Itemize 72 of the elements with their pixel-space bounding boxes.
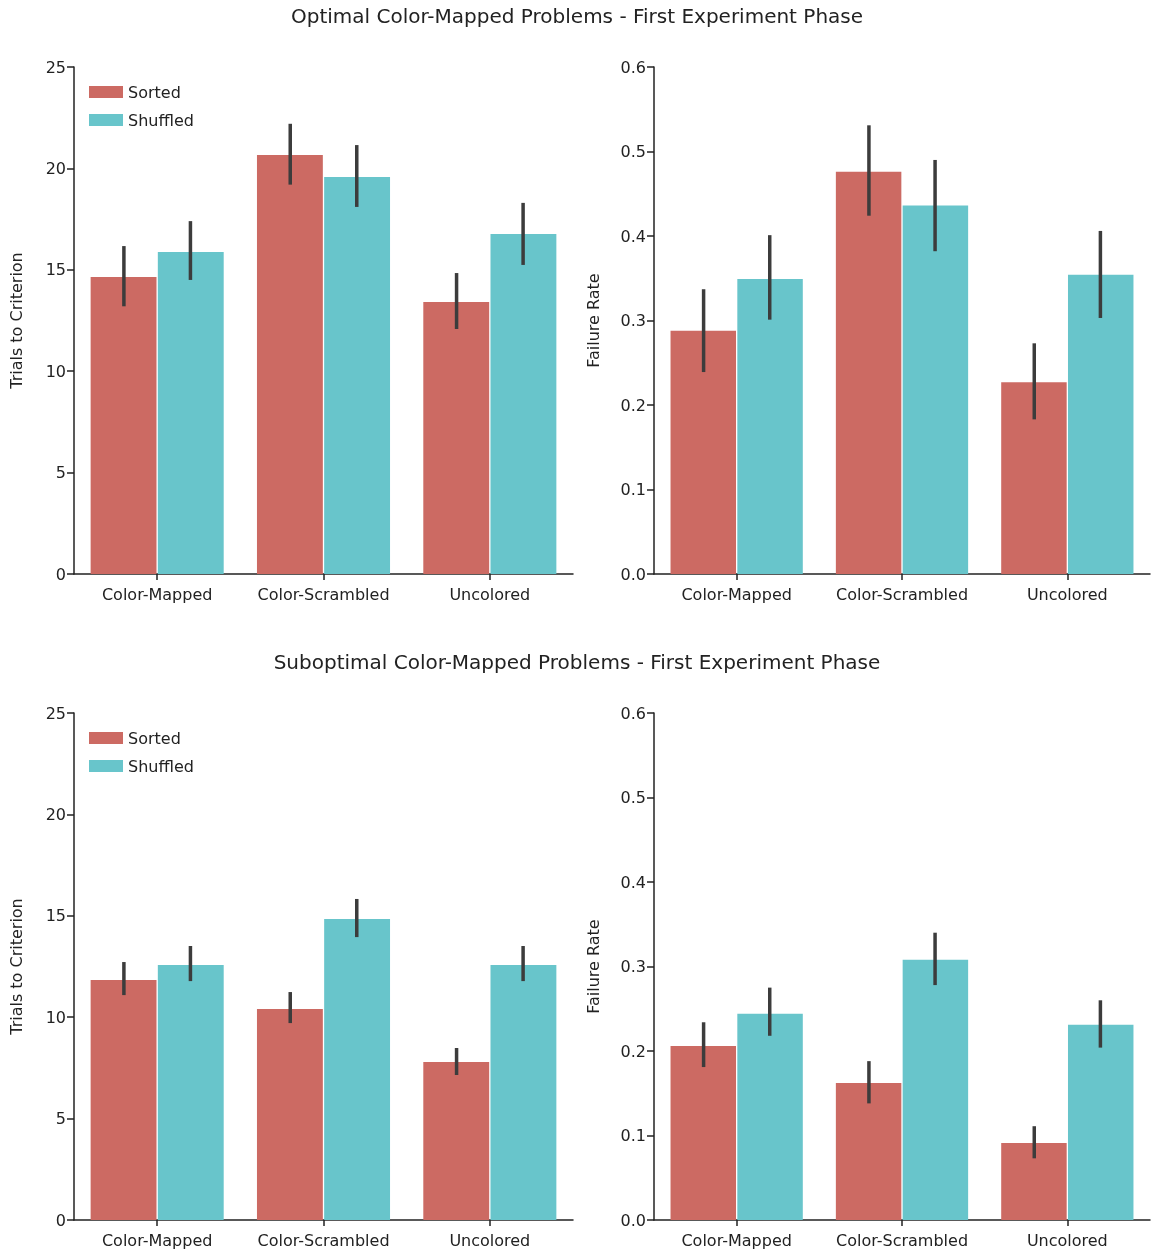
y-tick-label: 0.5: [620, 788, 646, 807]
y-tick-label: 10: [45, 361, 66, 381]
bar: [490, 233, 557, 574]
y-axis-title: Failure Rate: [583, 919, 603, 1014]
y-tick-label: 20: [45, 804, 66, 824]
x-tick-label: Uncolored: [449, 1230, 531, 1250]
x-tick-label: Color-Mapped: [681, 1230, 792, 1250]
bar: [256, 1009, 323, 1220]
legend-label: Shuffled: [128, 756, 194, 776]
y-tick-label: 20: [45, 158, 66, 178]
y-axis-title: Trials to Criterion: [6, 898, 26, 1036]
bar: [90, 980, 157, 1220]
y-tick-label: 15: [45, 906, 66, 926]
y-tick-label: 0.5: [620, 142, 646, 161]
bar: [1001, 1143, 1067, 1220]
bar: [902, 959, 969, 1220]
y-tick-label: 0.2: [620, 395, 646, 415]
y-tick-label: 0.3: [620, 311, 646, 330]
y-tick-label: 0: [55, 564, 66, 584]
y-tick-label: 0.4: [620, 226, 646, 246]
y-tick-label: 5: [55, 1109, 66, 1129]
y-tick-label: 0.3: [620, 957, 646, 976]
x-tick-label: Color-Mapped: [101, 584, 213, 604]
bar: [157, 251, 224, 574]
bar: [157, 965, 224, 1220]
y-tick-label: 10: [45, 1007, 66, 1027]
bar: [1001, 382, 1067, 574]
y-axis-title: Failure Rate: [583, 273, 603, 368]
y-tick-label: 0: [55, 1210, 66, 1230]
y-tick-label: 0.4: [620, 872, 646, 892]
x-tick-label: Color-Scrambled: [257, 584, 390, 604]
bar: [324, 176, 391, 574]
y-tick-label: 0.1: [620, 480, 646, 499]
y-tick-label: 25: [45, 703, 66, 723]
bar: [423, 1062, 490, 1220]
y-tick-label: 25: [45, 57, 66, 77]
legend-label: Sorted: [128, 82, 181, 102]
bar: [835, 1083, 902, 1220]
legend-label: Sorted: [128, 728, 181, 748]
bar: [423, 302, 490, 574]
bar: [835, 171, 902, 574]
y-tick-label: 0.6: [620, 57, 646, 77]
y-tick-label: 0.2: [620, 1041, 646, 1061]
bar: [902, 205, 969, 574]
bar: [737, 1013, 803, 1220]
y-axis-title: Trials to Criterion: [6, 252, 26, 390]
legend-label: Shuffled: [128, 110, 194, 130]
y-tick-label: 15: [45, 260, 66, 280]
bar: [1067, 1024, 1134, 1220]
bar: [670, 1045, 737, 1220]
y-tick-label: 0.0: [620, 1210, 646, 1230]
y-tick-label: 5: [55, 463, 66, 483]
x-tick-label: Color-Mapped: [101, 1230, 213, 1250]
x-tick-label: Color-Scrambled: [835, 584, 969, 604]
chart-title: Optimal Color-Mapped Problems - First Experiment Phase: [289, 4, 865, 28]
bar: [256, 155, 323, 574]
bar: [670, 330, 737, 574]
y-tick-label: 0.6: [620, 703, 646, 723]
x-tick-label: Uncolored: [1026, 1230, 1108, 1250]
bar: [490, 965, 557, 1220]
bar: [737, 279, 803, 574]
x-tick-label: Color-Mapped: [681, 584, 792, 604]
bar: [90, 276, 157, 574]
y-tick-label: 0.0: [620, 564, 646, 584]
x-tick-label: Color-Scrambled: [257, 1230, 390, 1250]
bar: [1067, 274, 1134, 574]
x-tick-label: Uncolored: [1026, 584, 1108, 604]
bar: [324, 919, 391, 1220]
chart-title: Suboptimal Color-Mapped Problems - First Experiment Phase: [272, 650, 882, 674]
y-tick-label: 0.1: [620, 1126, 646, 1145]
x-tick-label: Color-Scrambled: [835, 1230, 969, 1250]
x-tick-label: Uncolored: [449, 584, 531, 604]
